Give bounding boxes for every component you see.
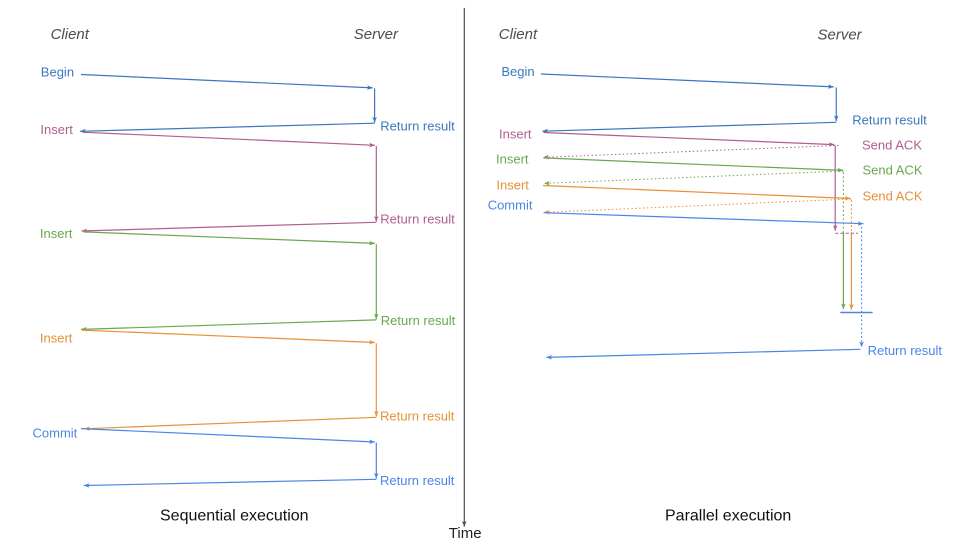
svg-text:Server: Server [818,27,863,44]
svg-text:Insert: Insert [496,151,529,166]
svg-text:Insert: Insert [499,126,532,141]
svg-text:Return result: Return result [852,112,927,127]
svg-text:Begin: Begin [501,64,534,79]
svg-text:Insert: Insert [40,226,73,241]
svg-text:Return result: Return result [380,212,455,227]
svg-text:Insert: Insert [40,122,73,137]
svg-text:Send ACK: Send ACK [862,138,922,153]
svg-text:Return result: Return result [381,313,456,328]
svg-text:Return result: Return result [380,409,455,424]
svg-text:Insert: Insert [496,178,529,193]
svg-text:Client: Client [499,26,538,43]
svg-text:Client: Client [51,26,90,43]
svg-text:Commit: Commit [488,198,533,213]
svg-text:Server: Server [354,26,399,43]
svg-text:Return result: Return result [380,118,455,133]
svg-text:Begin: Begin [41,65,74,80]
svg-text:Send ACK: Send ACK [863,188,923,203]
svg-text:Send ACK: Send ACK [863,162,923,177]
svg-text:Time: Time [449,525,482,540]
svg-text:Parallel execution: Parallel execution [665,508,791,525]
svg-text:Insert: Insert [40,330,73,345]
svg-text:Commit: Commit [33,426,78,441]
svg-text:Return result: Return result [380,473,455,488]
svg-text:Return result: Return result [868,343,943,358]
svg-text:Sequential execution: Sequential execution [160,508,309,525]
